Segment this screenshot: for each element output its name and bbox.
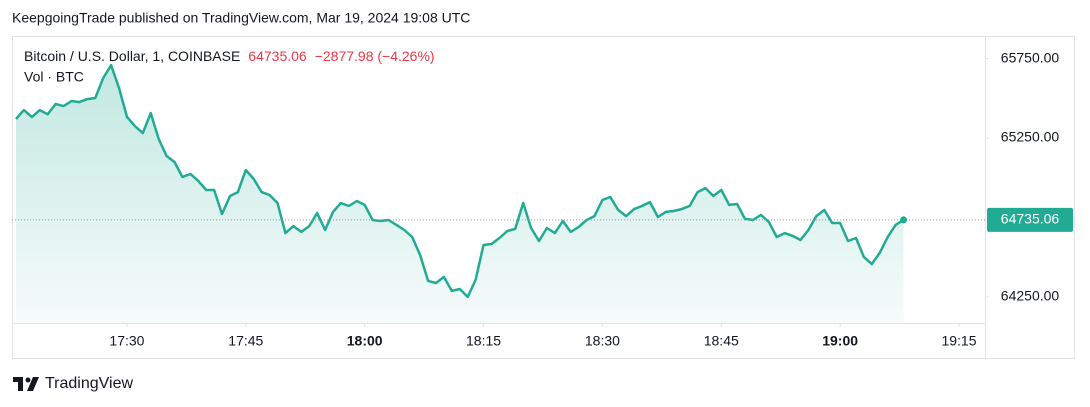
price-area [16, 65, 904, 323]
y-tick-label: 65750.00 [1001, 49, 1060, 65]
x-tick-label: 19:15 [941, 333, 976, 349]
x-tick-label: 18:45 [704, 333, 739, 349]
published-line: KeepgoingTrade published on TradingView.… [12, 10, 470, 26]
x-tick-label: 18:00 [347, 333, 383, 349]
price-tag-label: 64735.06 [1001, 211, 1060, 227]
tradingview-logo [13, 377, 39, 391]
chart-frame [12, 36, 1075, 359]
last-point [900, 216, 908, 224]
price-change: −2877.98 (−4.26%) [315, 48, 435, 64]
last-price: 64735.06 [248, 48, 307, 64]
brand: TradingView [45, 375, 133, 392]
symbol: Bitcoin / U.S. Dollar, 1, COINBASE [24, 48, 240, 64]
price-line [15, 63, 905, 299]
x-tick-label: 18:30 [585, 333, 620, 349]
legend-line: Bitcoin / U.S. Dollar, 1, COINBASE 64735.… [24, 48, 435, 64]
x-tick-label: 19:00 [822, 333, 858, 349]
x-tick-label: 17:45 [228, 333, 263, 349]
y-tick-label: 64250.00 [1001, 288, 1060, 304]
x-tick-label: 18:15 [466, 333, 501, 349]
y-tick-label: 65250.00 [1001, 129, 1060, 145]
plot-area [15, 63, 905, 323]
x-tick-label: 17:30 [109, 333, 144, 349]
price-tag [987, 207, 1073, 232]
volume-legend: Vol · BTC [24, 69, 84, 85]
